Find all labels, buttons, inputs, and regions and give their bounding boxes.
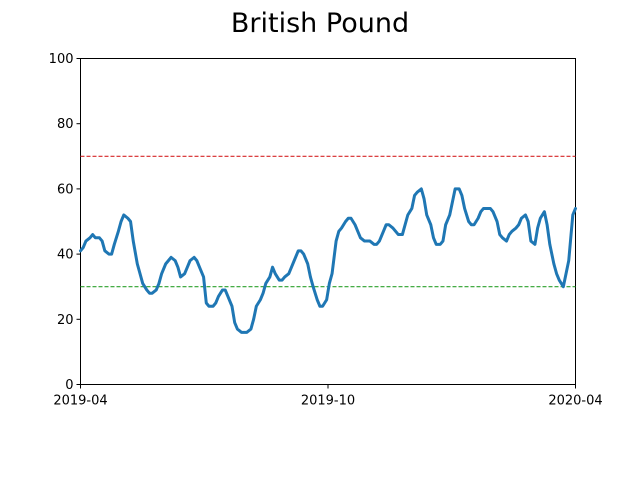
y-axis: 0 20 40 60 80 100 — [49, 52, 81, 393]
series-line-0 — [79, 187, 577, 334]
plot-frame — [80, 58, 576, 385]
y-tick-label: 100 — [49, 52, 74, 67]
y-tick-label: 80 — [57, 117, 74, 132]
reference-lines — [80, 155, 576, 288]
y-tick-label: 0 — [65, 378, 73, 393]
x-tick-label: 2020-04 — [548, 394, 602, 409]
y-tick-label: 20 — [57, 313, 74, 328]
x-axis: 2019-04 2019-10 2020-04 — [53, 384, 603, 409]
chart-title: British Pound — [231, 8, 409, 39]
x-tick-label: 2019-10 — [301, 394, 355, 409]
x-tick-label: 2019-04 — [53, 394, 107, 409]
y-tick-label: 60 — [57, 182, 74, 197]
y-tick-label: 40 — [57, 248, 74, 263]
series-layer — [79, 187, 577, 334]
